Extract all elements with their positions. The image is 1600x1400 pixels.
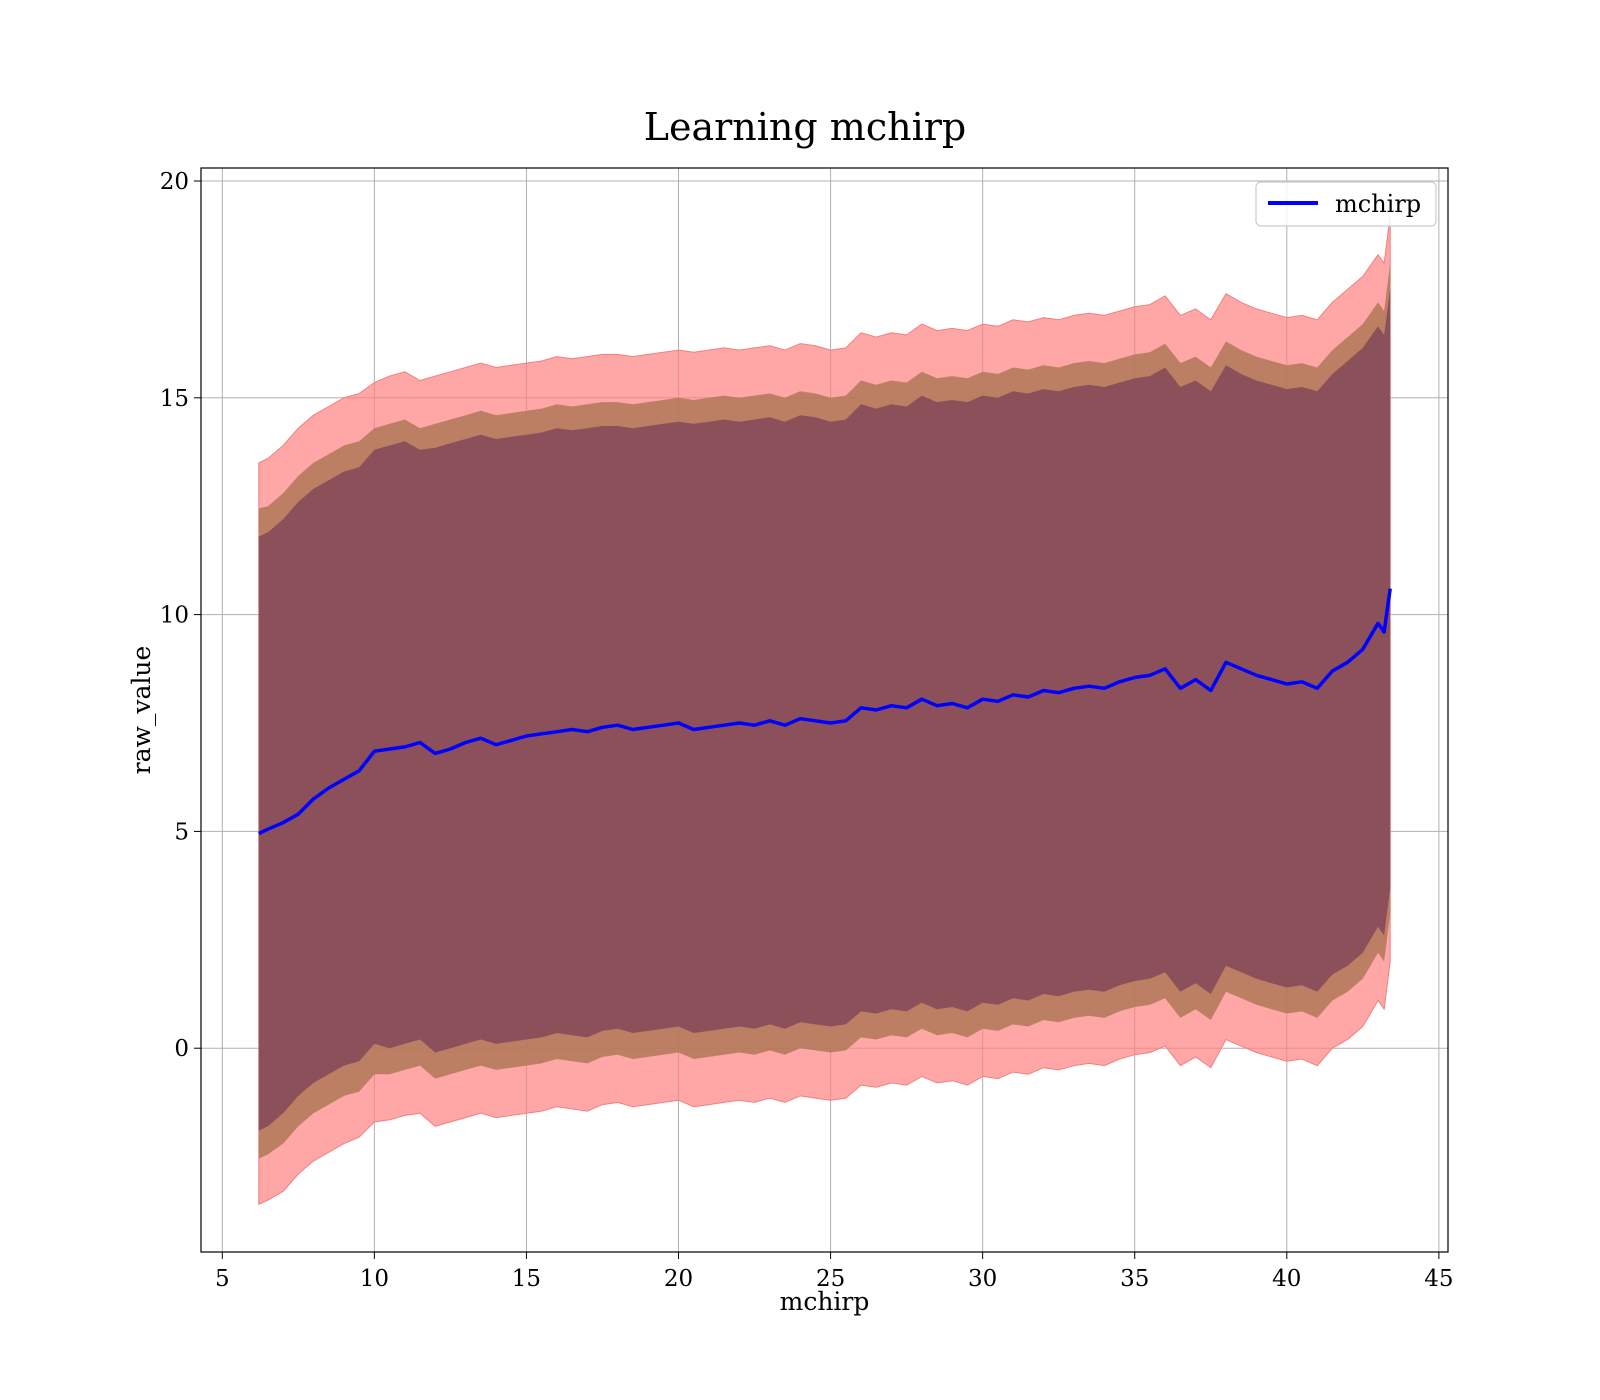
series-lines	[258, 588, 1392, 836]
y-axis-label: raw_value	[127, 646, 156, 775]
chart-title: Learning mchirp	[644, 105, 966, 149]
band-inner	[258, 289, 1391, 1131]
x-tick-label: 30	[968, 1266, 997, 1292]
y-axis: 0 5 10 15 20	[160, 169, 201, 1062]
y-tick-label: 5	[174, 819, 189, 845]
x-tick-label: 35	[1120, 1266, 1149, 1292]
x-axis: 5 10 15 20 25 30 35 40 45	[215, 1252, 1454, 1292]
y-tick-label: 10	[160, 603, 189, 629]
plot-area-frame	[200, 167, 1449, 1253]
legend-label: mchirp	[1335, 190, 1421, 218]
x-tick-label: 45	[1424, 1266, 1453, 1292]
y-tick-label: 20	[160, 169, 189, 195]
series-line-mchirp	[258, 588, 1392, 836]
x-tick-label: 25	[816, 1266, 845, 1292]
legend: mchirp	[1255, 181, 1437, 227]
y-tick-label: 15	[160, 386, 189, 412]
bands	[258, 215, 1391, 1206]
x-tick-label: 40	[1272, 1266, 1301, 1292]
legend-box	[1255, 181, 1437, 227]
x-tick-label: 15	[512, 1266, 541, 1292]
x-tick-label: 20	[664, 1266, 693, 1292]
y-tick-label: 0	[174, 1036, 189, 1062]
x-axis-label: mchirp	[780, 1287, 870, 1316]
x-tick-label: 10	[360, 1266, 389, 1292]
x-tick-label: 5	[215, 1266, 230, 1292]
